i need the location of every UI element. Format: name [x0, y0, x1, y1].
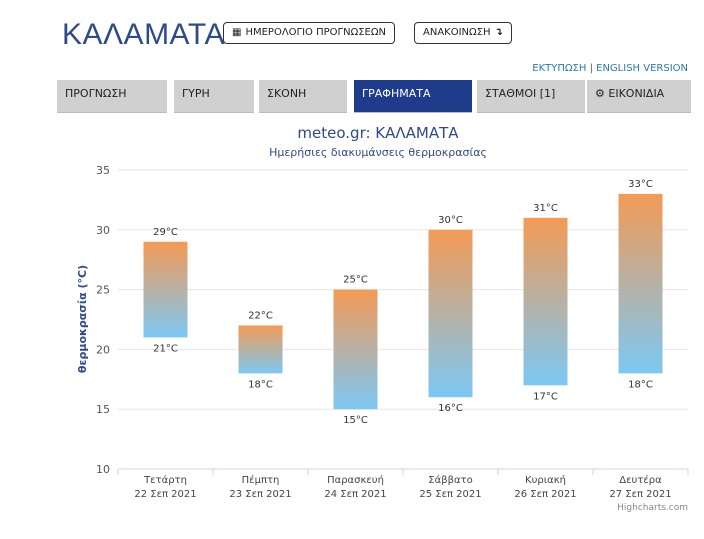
arrow-icon: ↴ — [494, 27, 503, 38]
high-temp-label: 29°C — [153, 227, 178, 238]
x-day-label: Δευτέρα — [619, 474, 662, 486]
y-tick-label: 10 — [96, 463, 110, 476]
x-date-label: 26 Σεπ 2021 — [514, 489, 576, 500]
temperature-range-bar[interactable] — [523, 217, 568, 386]
top-links: ΕΚΤΥΠΩΣΗ | ENGLISH VERSION — [532, 63, 688, 74]
high-temp-label: 33°C — [628, 179, 653, 190]
forecast-calendar-button[interactable]: ▦ ΗΜΕΡΟΛΟΓΙΟ ΠΡΟΓΝΩΣΕΩΝ — [223, 22, 395, 44]
temperature-range-bar[interactable] — [618, 193, 663, 374]
x-day-label: Σάββατο — [428, 474, 472, 486]
chart-subtitle: Ημερήσιες διακυμάνσεις θερμοκρασίας — [269, 146, 487, 159]
high-temp-label: 30°C — [438, 215, 463, 226]
x-date-label: 27 Σεπ 2021 — [609, 489, 671, 500]
low-temp-label: 18°C — [248, 379, 273, 390]
calendar-icon: ▦ — [232, 27, 242, 38]
y-tick-label: 25 — [96, 284, 110, 297]
y-axis-label: θερμοκρασία (°C) — [76, 265, 89, 373]
print-link[interactable]: ΕΚΤΥΠΩΣΗ — [532, 63, 587, 74]
x-date-label: 23 Σεπ 2021 — [229, 489, 291, 500]
y-tick-label: 20 — [96, 343, 110, 356]
y-tick-label: 35 — [96, 164, 110, 177]
temperature-range-bar[interactable] — [333, 289, 378, 410]
tab-charts-label: ΓΡΑΦΗΜΑΤΑ — [362, 87, 431, 100]
english-version-link[interactable]: ENGLISH VERSION — [596, 63, 688, 74]
temperature-range-bar[interactable] — [238, 325, 283, 374]
x-day-label: Τετάρτη — [143, 474, 187, 486]
tab-icons[interactable]: ⚙ ΕΙΚΟΝΙΔΙΑ — [587, 80, 691, 113]
city-title: ΚΑΛΑΜΑΤΑ — [62, 18, 225, 51]
y-tick-label: 15 — [96, 403, 110, 416]
tab-pollen-label: ΓΥΡΗ — [182, 87, 210, 100]
tab-pollen[interactable]: ΓΥΡΗ — [174, 80, 254, 113]
forecast-calendar-label: ΗΜΕΡΟΛΟΓΙΟ ΠΡΟΓΝΩΣΕΩΝ — [245, 27, 386, 38]
high-temp-label: 25°C — [343, 275, 368, 286]
announcement-label: ΑΝΑΚΟΙΝΩΣΗ — [423, 27, 491, 38]
tab-dust[interactable]: ΣΚΟΝΗ — [259, 80, 347, 113]
low-temp-label: 15°C — [343, 415, 368, 426]
low-temp-label: 21°C — [153, 343, 178, 354]
x-day-label: Παρασκευή — [327, 474, 384, 486]
highcharts-credit[interactable]: Highcharts.com — [617, 503, 688, 513]
low-temp-label: 18°C — [628, 379, 653, 390]
gear-icon: ⚙ — [595, 87, 605, 100]
temperature-range-bar[interactable] — [143, 241, 188, 338]
announcement-button[interactable]: ΑΝΑΚΟΙΝΩΣΗ ↴ — [414, 22, 512, 44]
high-temp-label: 31°C — [533, 203, 558, 214]
x-date-label: 22 Σεπ 2021 — [134, 489, 196, 500]
chart-title: meteo.gr: ΚΑΛΑΜΑΤΑ — [297, 124, 459, 142]
high-temp-label: 22°C — [248, 310, 273, 321]
tab-icons-label: ΕΙΚΟΝΙΔΙΑ — [608, 87, 665, 100]
link-separator: | — [589, 63, 593, 74]
tab-forecast[interactable]: ΠΡΟΓΝΩΣΗ — [57, 80, 167, 113]
x-date-label: 25 Σεπ 2021 — [419, 489, 481, 500]
temperature-range-bar[interactable] — [428, 229, 473, 398]
x-day-label: Πέμπτη — [242, 474, 280, 486]
y-tick-label: 30 — [96, 224, 110, 237]
tab-charts[interactable]: ΓΡΑΦΗΜΑΤΑ — [354, 80, 472, 113]
x-date-label: 24 Σεπ 2021 — [324, 489, 386, 500]
tab-stations-label: ΣΤΑΘΜΟΙ [1] — [485, 87, 556, 100]
low-temp-label: 17°C — [533, 391, 558, 402]
tab-stations[interactable]: ΣΤΑΘΜΟΙ [1] — [477, 80, 585, 113]
low-temp-label: 16°C — [438, 403, 463, 414]
tab-dust-label: ΣΚΟΝΗ — [267, 87, 307, 100]
tab-forecast-label: ΠΡΟΓΝΩΣΗ — [65, 87, 127, 100]
x-day-label: Κυριακή — [525, 474, 566, 486]
